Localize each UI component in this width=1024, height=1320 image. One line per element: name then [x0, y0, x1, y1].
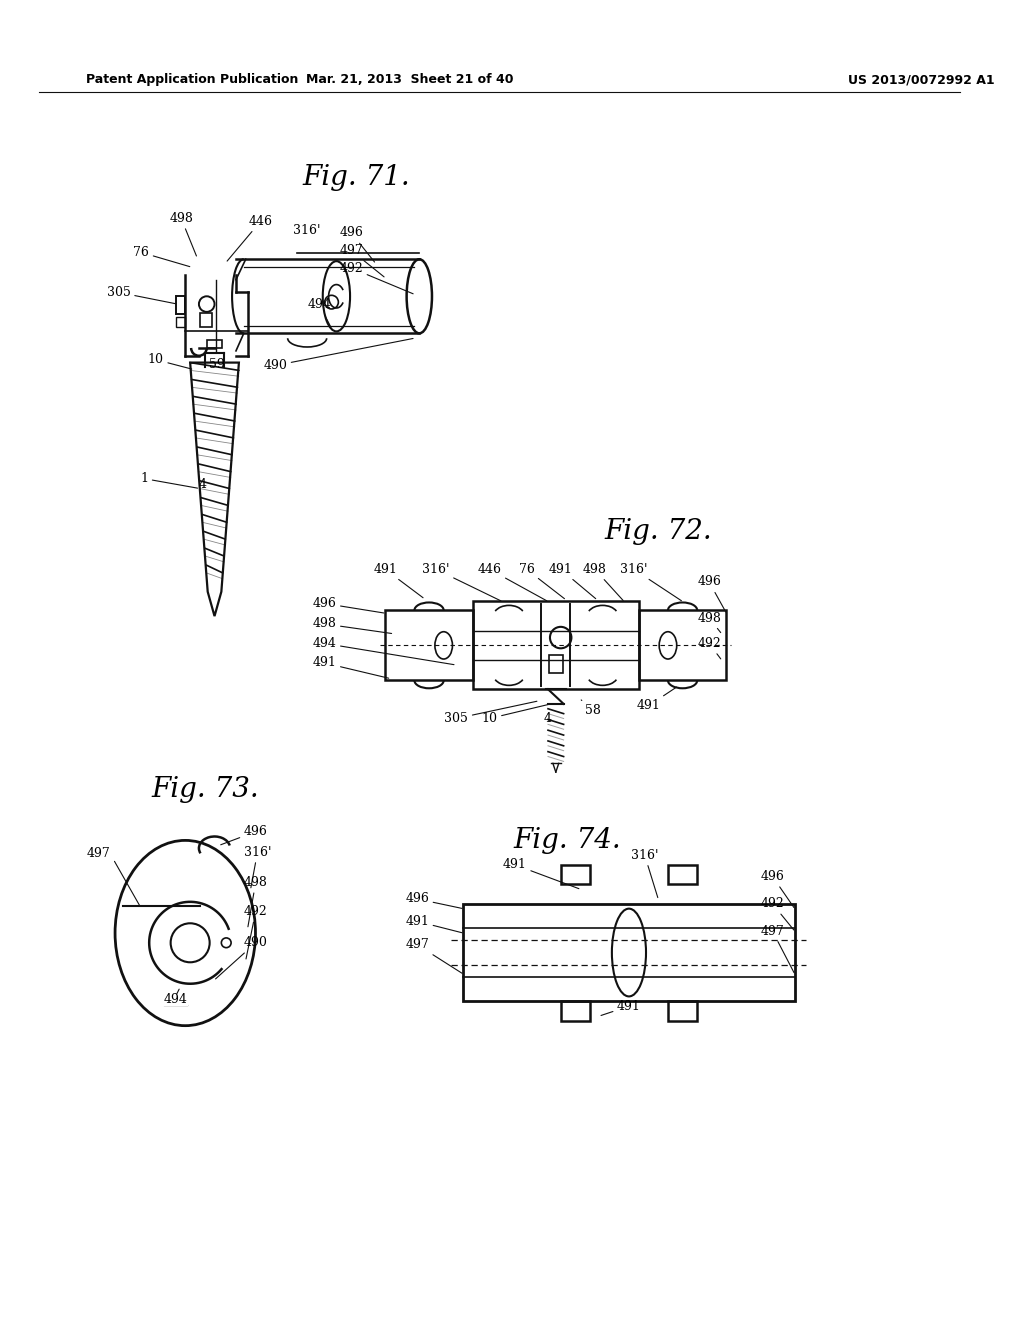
Text: 498: 498 — [583, 562, 624, 601]
Text: 491: 491 — [503, 858, 579, 888]
Text: 492: 492 — [761, 898, 794, 931]
Text: US 2013/0072992 A1: US 2013/0072992 A1 — [848, 74, 995, 86]
Text: 497: 497 — [339, 244, 384, 277]
Text: Mar. 21, 2013  Sheet 21 of 40: Mar. 21, 2013 Sheet 21 of 40 — [306, 74, 513, 86]
Text: 496: 496 — [406, 892, 462, 908]
Text: 494: 494 — [312, 638, 454, 665]
Text: 491: 491 — [637, 688, 677, 713]
Text: 10: 10 — [147, 354, 191, 370]
Bar — [561, 865, 590, 884]
Text: 59: 59 — [209, 358, 224, 371]
Text: 4: 4 — [544, 711, 552, 725]
Text: 492: 492 — [244, 906, 267, 958]
Text: 496: 496 — [697, 576, 726, 612]
Bar — [473, 602, 639, 689]
Text: 490: 490 — [263, 338, 413, 372]
Text: 496: 496 — [221, 825, 267, 845]
Text: Fig. 73.: Fig. 73. — [152, 776, 259, 803]
Text: 497: 497 — [86, 846, 111, 859]
Bar — [549, 655, 562, 673]
Text: 498: 498 — [312, 618, 391, 634]
Text: 316': 316' — [631, 849, 658, 898]
Bar — [463, 904, 795, 1002]
Text: 496: 496 — [339, 227, 375, 263]
Text: Fig. 71.: Fig. 71. — [302, 164, 410, 191]
Bar — [639, 610, 726, 681]
Text: Fig. 72.: Fig. 72. — [604, 517, 712, 545]
Text: 491: 491 — [406, 915, 462, 933]
Text: 498: 498 — [244, 876, 267, 927]
Text: 316': 316' — [293, 224, 321, 238]
Text: 491: 491 — [549, 562, 596, 599]
Text: 496: 496 — [761, 870, 794, 908]
Text: 76: 76 — [518, 562, 564, 599]
Text: 76: 76 — [133, 246, 189, 267]
Text: 492: 492 — [697, 638, 721, 659]
Bar — [207, 341, 222, 348]
Text: 4: 4 — [199, 478, 207, 491]
Text: 1: 1 — [140, 473, 198, 488]
Text: 10: 10 — [481, 704, 550, 725]
Text: 491: 491 — [601, 999, 641, 1015]
Text: 491: 491 — [312, 656, 389, 678]
Bar — [668, 1002, 697, 1020]
Bar — [200, 313, 212, 326]
Text: Fig. 74.: Fig. 74. — [514, 826, 622, 854]
Text: 491: 491 — [373, 562, 423, 598]
Text: 490: 490 — [216, 936, 267, 979]
Text: 58: 58 — [582, 700, 601, 717]
Text: 494: 494 — [164, 993, 187, 1006]
Text: 305: 305 — [444, 701, 537, 725]
Text: 316': 316' — [244, 846, 271, 888]
Text: 494: 494 — [307, 297, 331, 327]
Text: 446: 446 — [227, 215, 272, 261]
Text: 316': 316' — [621, 562, 681, 601]
Bar — [561, 1002, 590, 1020]
Bar — [175, 317, 185, 326]
Text: 492: 492 — [339, 261, 413, 294]
Bar — [175, 296, 185, 314]
Text: 305: 305 — [106, 286, 176, 304]
Bar — [385, 610, 473, 681]
Text: 498: 498 — [169, 211, 197, 256]
Text: Patent Application Publication: Patent Application Publication — [86, 74, 298, 86]
Text: 497: 497 — [761, 924, 794, 973]
Bar — [668, 865, 697, 884]
Text: 496: 496 — [312, 597, 384, 612]
Text: 497: 497 — [406, 939, 462, 973]
Text: 446: 446 — [477, 562, 547, 601]
Text: 498: 498 — [697, 611, 721, 632]
Text: 316': 316' — [422, 562, 501, 601]
